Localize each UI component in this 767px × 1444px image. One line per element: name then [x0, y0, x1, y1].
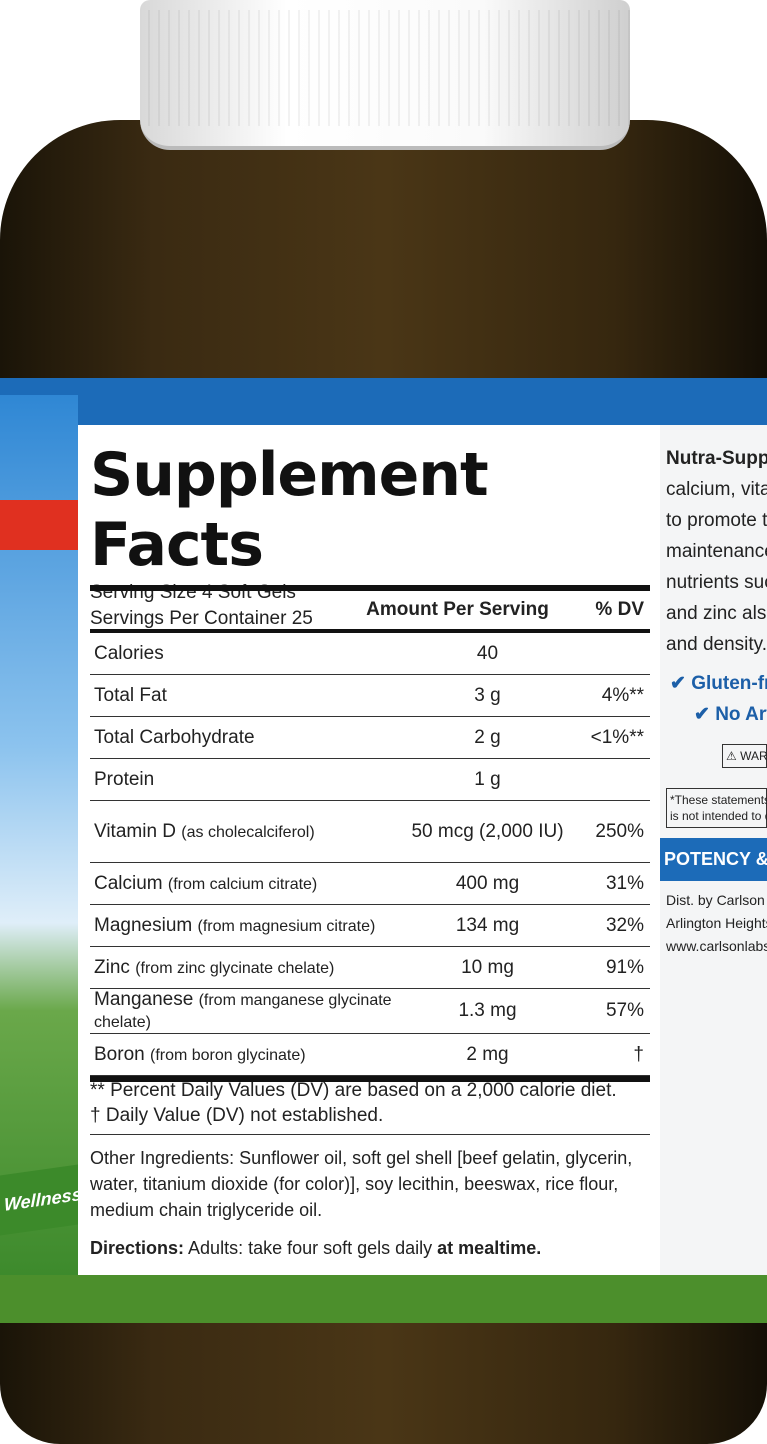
- nutrient-name: Total Fat: [94, 684, 167, 706]
- disclaimer: *These statements have not: [670, 793, 767, 807]
- nutrient-amount: 40: [476, 642, 499, 664]
- distributor: Dist. by Carlson Division: [666, 892, 767, 908]
- nutrient-amount: 1 g: [474, 768, 501, 790]
- footnote: ** Percent Daily Values (DV) are based o…: [90, 1080, 617, 1101]
- nutrient-amount: 3 g: [474, 684, 501, 706]
- nutrient-dv: 91%: [605, 956, 644, 978]
- nutrient-name: Total Carbohydrate: [94, 726, 255, 748]
- nutrient-amount: 2 mg: [466, 1043, 509, 1065]
- supplement-facts-header: Supplement Facts Serving Size 4 Soft Gel…: [90, 440, 650, 632]
- distributor: Arlington Heights, IL 600: [666, 915, 767, 931]
- nutrient-source: (from calcium citrate): [167, 875, 318, 893]
- potency-banner: POTENCY & QU: [660, 838, 767, 881]
- side-line: nutrients such a: [666, 572, 767, 593]
- gluten-free-check: ✔ Gluten-free: [670, 673, 767, 694]
- directions-label: Directions:: [90, 1238, 185, 1258]
- nutrient-dv: 32%: [605, 914, 644, 936]
- nutrient-name: Zinc: [94, 956, 130, 978]
- red-stripe: [0, 500, 78, 550]
- table-row: Total Carbohydrate 2 g <1%**: [90, 717, 650, 759]
- facts-title: Supplement Facts: [90, 440, 489, 580]
- table-row: Protein 1 g: [90, 759, 650, 801]
- directions-text: Adults: take four soft gels daily: [184, 1238, 438, 1258]
- side-line: to promote the: [666, 510, 767, 531]
- directions: Directions: Adults: take four soft gels …: [90, 1238, 541, 1259]
- table-row: Boron (from boron glycinate) 2 mg †: [90, 1034, 650, 1076]
- nutrient-source: (from zinc glycinate chelate): [135, 959, 335, 977]
- other-ingredients: Other Ingredients: Sunflower oil, soft g…: [90, 1148, 633, 1220]
- table-row: Vitamin D (as cholecalciferol) 50 mcg (2,…: [90, 801, 650, 863]
- nutrient-amount: 2 g: [474, 726, 501, 748]
- nutrient-amount: 400 mg: [455, 872, 520, 894]
- nutrient-dv: <1%**: [590, 726, 644, 748]
- nutrient-name: Boron: [94, 1043, 145, 1065]
- nutrient-amount: 50 mcg (2,000 IU): [411, 820, 564, 842]
- disclaimer: is not intended to diagno: [670, 809, 767, 823]
- nutrient-name: Calories: [94, 642, 164, 664]
- nutrient-amount: 10 mg: [461, 956, 514, 978]
- table-row: Manganese (from manganese glycinate chel…: [90, 989, 650, 1034]
- bottle-cap: [140, 0, 630, 150]
- directions-bold: at mealtime.: [437, 1238, 542, 1258]
- nutrient-dv: 31%: [605, 872, 644, 894]
- table-header: Amount Per Serving % DV: [90, 591, 650, 633]
- facts-table: Amount Per Serving % DV Calories 40 Total…: [90, 585, 650, 1082]
- side-line: Nutra-Support: [666, 448, 767, 469]
- nutrient-source: (as cholecalciferol): [181, 823, 315, 841]
- nutrient-source: (from manganese glycinate chelate): [94, 992, 392, 1031]
- no-artificial-check: ✔ No Artific: [694, 704, 767, 725]
- footnote: † Daily Value (DV) not established.: [90, 1105, 384, 1126]
- wellness-band: Wellness*: [0, 1164, 89, 1236]
- website: www.carlsonlabs.com: [666, 938, 767, 954]
- side-panel: Nutra-Support calcium, vitamin to promot…: [660, 425, 767, 1275]
- nutrient-source: (from magnesium citrate): [197, 917, 376, 935]
- nutrient-name: Vitamin D: [94, 820, 177, 842]
- table-row: Total Fat 3 g 4%**: [90, 675, 650, 717]
- nutrient-dv: 250%: [595, 820, 644, 842]
- green-band: [0, 1275, 767, 1323]
- nutrient-name: Calcium: [94, 872, 163, 894]
- nutrient-dv: 57%: [605, 1000, 644, 1021]
- servings-per-container: Servings Per Container 25: [90, 608, 313, 629]
- nutrient-amount: 1.3 mg: [458, 1000, 517, 1021]
- side-line: maintenance of: [666, 541, 767, 562]
- table-row: Calories 40: [90, 633, 650, 675]
- side-line: and density.*: [666, 634, 767, 655]
- nutrient-name: Magnesium: [94, 914, 193, 936]
- nutrient-source: (from boron glycinate): [149, 1046, 306, 1064]
- nutrient-name: Manganese: [94, 989, 194, 1010]
- facts-panel: [78, 425, 660, 1275]
- table-row: Calcium (from calcium citrate) 400 mg 31%: [90, 863, 650, 905]
- nutrient-dv: †: [633, 1043, 644, 1065]
- table-row: Zinc (from zinc glycinate chelate) 10 mg 9…: [90, 947, 650, 989]
- side-line: and zinc also su: [666, 603, 767, 624]
- footnotes: ** Percent Daily Values (DV) are based o…: [90, 1078, 650, 1135]
- warning-box: ⚠ WARNING: [722, 744, 767, 768]
- dv-header: % DV: [595, 599, 644, 620]
- amount-header: Amount Per Serving: [366, 599, 549, 620]
- nutrient-dv: 4%**: [601, 684, 644, 706]
- side-line: calcium, vitamin: [666, 479, 767, 500]
- nutrient-name: Protein: [94, 768, 155, 790]
- nutrient-amount: 134 mg: [455, 914, 520, 936]
- table-row: Magnesium (from magnesium citrate) 134 mg…: [90, 905, 650, 947]
